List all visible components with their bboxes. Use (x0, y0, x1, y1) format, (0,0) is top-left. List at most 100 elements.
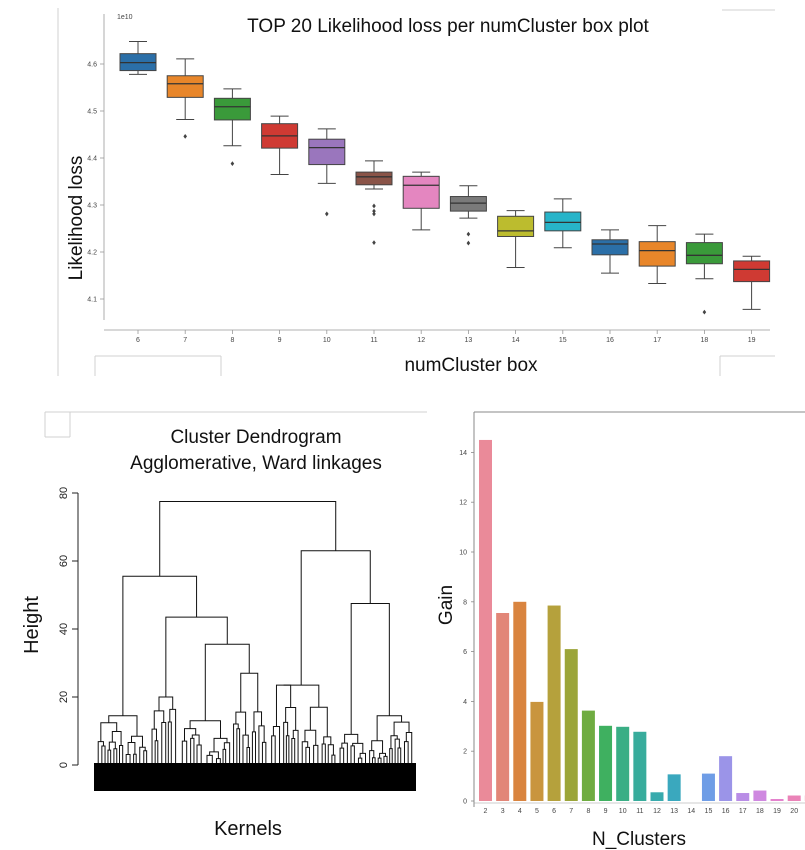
bar-panel: Gain N_Clusters 0 2 4 6 8 10 12 14 2 3 4 5 6 7 8 9 10 11… (436, 411, 805, 850)
bar-10 (616, 726, 630, 801)
bar-15 (701, 773, 715, 801)
bar-y-tick-label: 14 (459, 450, 467, 457)
bar-y-tick-label: 2 (463, 749, 467, 756)
boxplot-title: TOP 20 Likelihood loss per numCluster bo… (247, 16, 649, 37)
dendrogram-link (190, 737, 195, 765)
boxplot-x-tick-label: 16 (606, 337, 614, 344)
boxplot-box-18 (685, 233, 723, 315)
boxplot-x-tick-label: 18 (701, 337, 709, 344)
boxplot-outlier (702, 309, 707, 315)
dendrogram-link (165, 616, 228, 697)
boxplot-outlier (466, 240, 471, 246)
bar-16 (719, 756, 733, 801)
dendrogram-y-tick-label: 80 (58, 487, 70, 499)
dendrogram-link (111, 731, 122, 746)
dendrogram-link (139, 746, 146, 765)
bar-x-tick-label: 17 (739, 808, 747, 815)
boxplot-outlier (325, 211, 329, 217)
dendrogram-link (131, 735, 143, 748)
boxplot-y-tick-label: 4.1 (87, 297, 97, 304)
dendrogram-y-axis-label: Height (21, 596, 43, 654)
dendrogram-link (379, 752, 387, 759)
dendrogram-link (275, 684, 292, 727)
dendrogram-link (189, 720, 222, 739)
bar-6 (547, 605, 561, 801)
dendrogram-link (125, 754, 131, 765)
boxplot-y-tick-label: 4.2 (87, 250, 97, 257)
boxplot-box-10 (308, 128, 346, 217)
dendrogram-y-tick-label: 0 (58, 762, 70, 768)
boxplot-outlier (372, 240, 376, 245)
dendrogram-link (127, 742, 136, 755)
bar-y-tick-label: 0 (463, 799, 467, 806)
boxplot-x-tick-label: 19 (748, 337, 756, 344)
bar-2 (479, 439, 492, 801)
bar-x-tick-label: 12 (653, 808, 661, 815)
boxplot-x-axis-label: numCluster box (404, 355, 538, 376)
boxplot-iqr-box (733, 260, 771, 283)
boxplot-outlier (466, 231, 471, 237)
bar-y-ticks: 0 2 4 6 8 10 12 14 (459, 450, 474, 806)
dendrogram-link (371, 740, 384, 754)
boxplot-iqr-box (638, 241, 676, 267)
dendrogram-link (133, 753, 137, 765)
dendrogram-link (313, 744, 319, 765)
dendrogram-link (122, 575, 198, 716)
dendrogram-link (246, 746, 251, 765)
bar-x-tick-label: 5 (535, 808, 539, 815)
dendrogram-link (309, 706, 328, 737)
dendrogram-link (253, 711, 263, 732)
bar-x-tick-label: 14 (687, 808, 695, 815)
dendrogram-y-ticks: 0 20 40 60 80 (58, 487, 78, 768)
boxplot-box-13 (449, 185, 487, 246)
boxplot-x-tick-label: 11 (370, 337, 377, 344)
dendrogram-link (240, 672, 259, 713)
dendrogram-link (403, 741, 409, 765)
boxplot-box-7 (166, 58, 204, 139)
boxplot-iqr-box (544, 211, 582, 232)
dendrogram-link (159, 501, 337, 577)
dendrogram-link (167, 721, 172, 765)
dendrogram-link (161, 722, 167, 765)
dendrogram-link (323, 736, 332, 745)
boxplot-boxes (119, 40, 771, 315)
dendrogram-link (143, 750, 148, 765)
dendrogram-link (223, 742, 231, 765)
boxplot-outlier (372, 203, 376, 209)
boxplot-box-19 (733, 255, 771, 310)
boxplot-iqr-box (591, 239, 629, 256)
bar-y-tick-label: 6 (463, 649, 467, 656)
boxplot-y-tick-label: 4.3 (87, 203, 97, 210)
bar-y-tick-label: 4 (463, 699, 467, 706)
bar-y-axis-label: Gain (436, 585, 457, 625)
dendrogram-y-tick-label: 40 (58, 623, 70, 635)
bar-x-tick-label: 19 (773, 808, 781, 815)
boxplot-x-tick-label: 8 (230, 337, 234, 344)
bar-x-tick-label: 20 (790, 808, 798, 815)
bar-4 (513, 601, 527, 801)
dendrogram-link (405, 732, 413, 765)
dendrogram-leaf-band (94, 763, 416, 791)
dendrogram-link (242, 734, 249, 765)
dendrogram-tree (97, 501, 413, 765)
boxplot-box-9 (261, 115, 299, 175)
dendrogram-link (158, 696, 174, 711)
boxplot-y-ticks: 4.1 4.2 4.3 4.4 4.5 4.6 (87, 62, 104, 304)
dendrogram-link (261, 741, 267, 765)
boxplot-box-6 (119, 40, 157, 75)
boxplot-x-tick-label: 12 (417, 337, 425, 344)
boxplot-box-12 (402, 171, 440, 231)
bar-y-tick-label: 10 (459, 550, 467, 557)
bar-x-tick-label: 13 (670, 808, 678, 815)
bar-13 (667, 774, 681, 801)
dendrogram-link (285, 735, 290, 765)
dendrogram-link (107, 749, 112, 765)
bar-20 (787, 795, 801, 801)
dendrogram-link (169, 708, 177, 765)
boxplot-x-tick-label: 6 (136, 337, 140, 344)
bar-x-tick-label: 7 (569, 808, 573, 815)
dendrogram-link (350, 745, 355, 765)
bar-bars (479, 439, 805, 801)
dendrogram-link (283, 721, 289, 765)
boxplot-box-15 (544, 198, 582, 249)
